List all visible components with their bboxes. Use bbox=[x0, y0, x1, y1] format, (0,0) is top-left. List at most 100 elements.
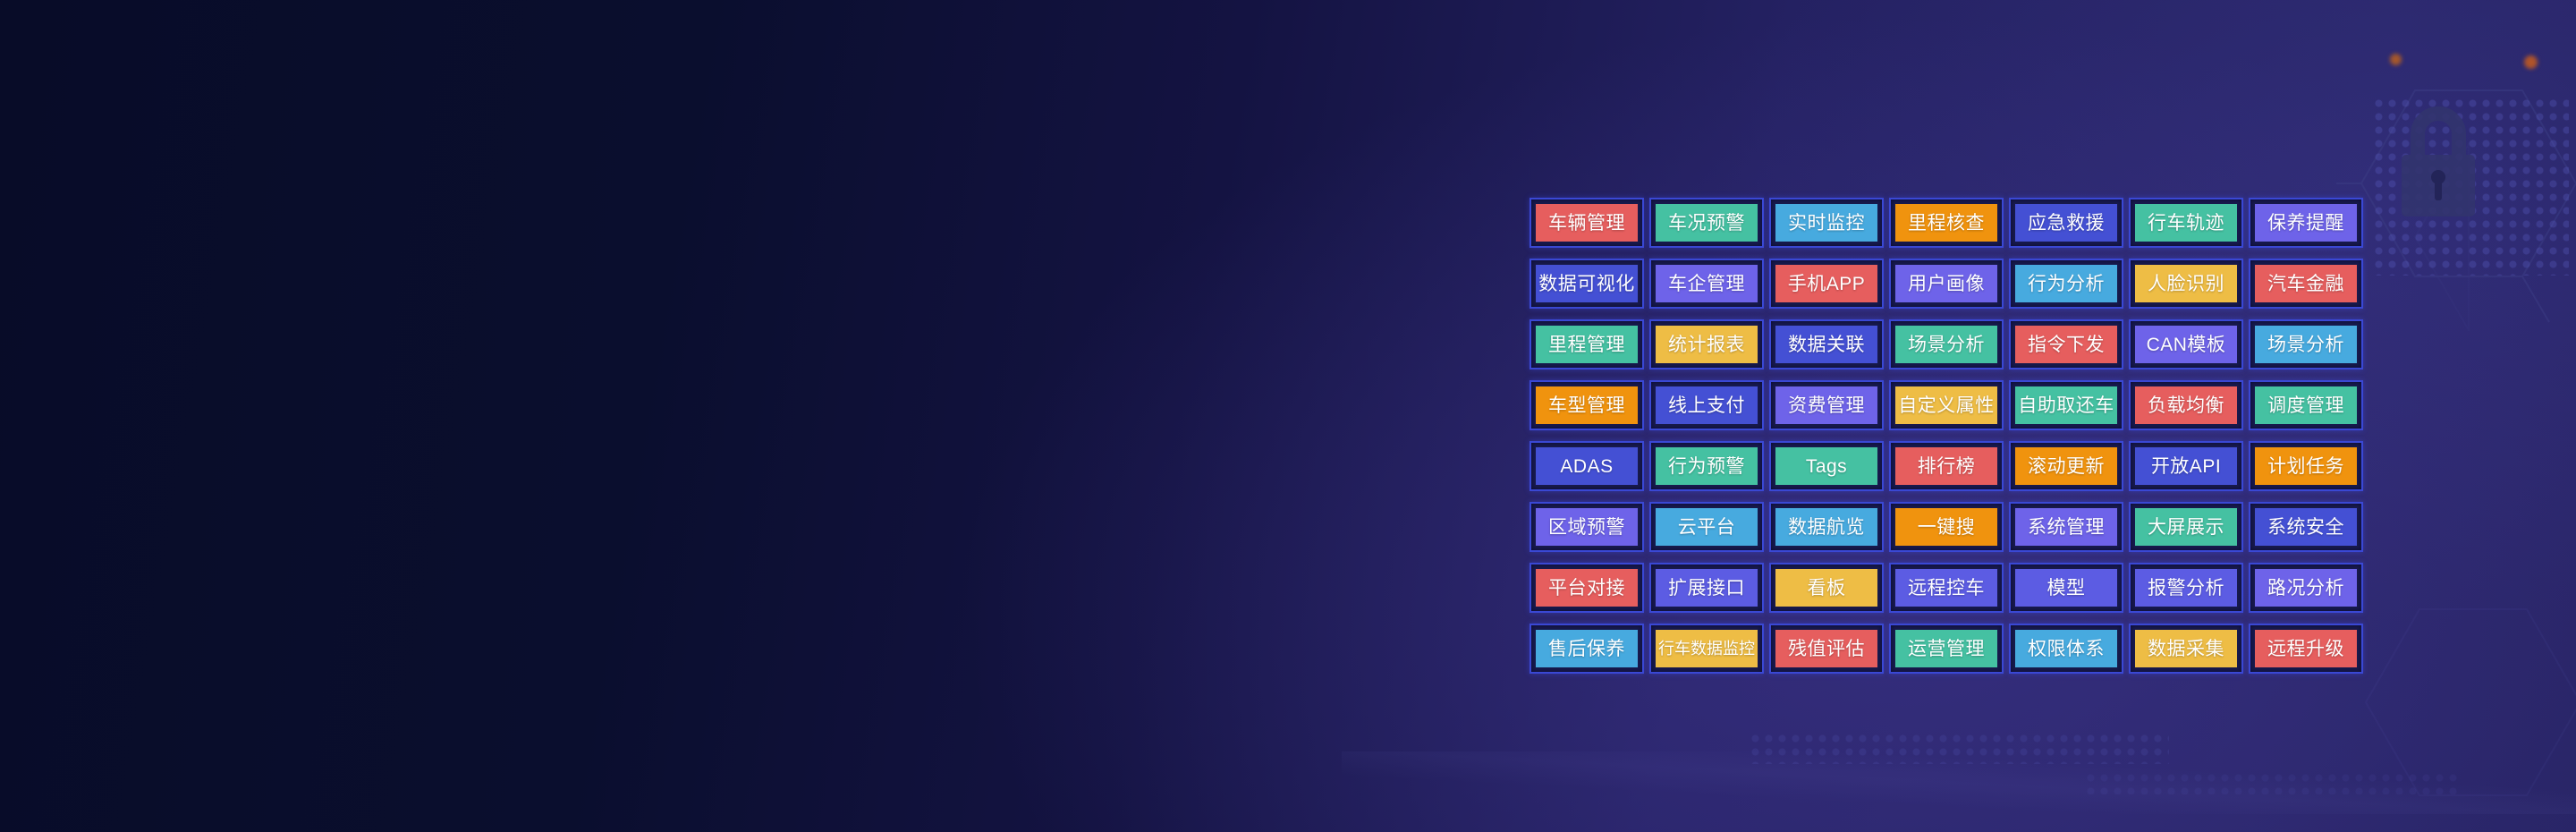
feature-tag-label: 数据可视化 bbox=[1538, 273, 1635, 294]
feature-tag-label: 云平台 bbox=[1677, 516, 1736, 538]
feature-tag-label: 自定义属性 bbox=[1898, 395, 1995, 416]
feature-tag[interactable]: 平台对接 bbox=[1530, 563, 1644, 613]
feature-tag[interactable]: 应急救援 bbox=[2009, 198, 2123, 248]
feature-tag-label: 远程控车 bbox=[1908, 577, 1985, 599]
feature-tag[interactable]: Tags bbox=[1769, 441, 1884, 491]
feature-tag[interactable]: 售后保养 bbox=[1530, 624, 1644, 674]
feature-tag[interactable]: 数据采集 bbox=[2129, 624, 2243, 674]
feature-tag[interactable]: 场景分析 bbox=[2249, 319, 2363, 369]
feature-tag-fill: 负载均衡 bbox=[2135, 386, 2237, 424]
feature-tag-fill: 远程升级 bbox=[2255, 630, 2357, 667]
feature-tag[interactable]: 排行榜 bbox=[1889, 441, 2004, 491]
feature-tag-fill: 模型 bbox=[2015, 569, 2117, 607]
feature-tag[interactable]: 大屏展示 bbox=[2129, 502, 2243, 552]
feature-tag-fill: 开放API bbox=[2135, 447, 2237, 485]
feature-tag[interactable]: 权限体系 bbox=[2009, 624, 2123, 674]
feature-tag[interactable]: 车企管理 bbox=[1649, 259, 1764, 309]
feature-tag[interactable]: 人脸识别 bbox=[2129, 259, 2243, 309]
feature-tag-label: 人脸识别 bbox=[2148, 273, 2224, 294]
feature-tag-fill: ADAS bbox=[1536, 447, 1638, 485]
glow-dot-decoration bbox=[2524, 55, 2538, 69]
feature-tag-fill: 行为预警 bbox=[1656, 447, 1758, 485]
feature-tag-label: 车辆管理 bbox=[1548, 212, 1625, 233]
feature-tag[interactable]: 系统安全 bbox=[2249, 502, 2363, 552]
feature-tag[interactable]: 报警分析 bbox=[2129, 563, 2243, 613]
feature-tag[interactable]: 系统管理 bbox=[2009, 502, 2123, 552]
feature-tag[interactable]: 指令下发 bbox=[2009, 319, 2123, 369]
feature-tag[interactable]: 区域预警 bbox=[1530, 502, 1644, 552]
feature-tag-label: 路况分析 bbox=[2267, 577, 2344, 599]
feature-tag[interactable]: 里程管理 bbox=[1530, 319, 1644, 369]
feature-tag-fill: 应急救援 bbox=[2015, 204, 2117, 242]
feature-tag[interactable]: 数据航览 bbox=[1769, 502, 1884, 552]
feature-tag[interactable]: 行车数据监控 bbox=[1649, 624, 1764, 674]
feature-tag[interactable]: 保养提醒 bbox=[2249, 198, 2363, 248]
feature-tag-label: 大屏展示 bbox=[2148, 516, 2224, 538]
feature-tag-fill: 调度管理 bbox=[2255, 386, 2357, 424]
feature-tag-label: Tags bbox=[1805, 455, 1848, 477]
feature-tag[interactable]: 线上支付 bbox=[1649, 380, 1764, 430]
feature-tag-label: 场景分析 bbox=[2267, 334, 2344, 355]
feature-tag[interactable]: 模型 bbox=[2009, 563, 2123, 613]
feature-tag[interactable]: 云平台 bbox=[1649, 502, 1764, 552]
feature-tag-fill: 系统管理 bbox=[2015, 508, 2117, 546]
feature-tag-label: 行车轨迹 bbox=[2148, 212, 2224, 233]
feature-tag-label: 里程管理 bbox=[1548, 334, 1625, 355]
feature-tag[interactable]: 一键搜 bbox=[1889, 502, 2004, 552]
feature-tag-fill: 里程管理 bbox=[1536, 326, 1638, 363]
feature-tag[interactable]: 行为预警 bbox=[1649, 441, 1764, 491]
feature-tag-label: 区域预警 bbox=[1548, 516, 1625, 538]
feature-tag-fill: 里程核查 bbox=[1895, 204, 1997, 242]
feature-tag[interactable]: 车况预警 bbox=[1649, 198, 1764, 248]
feature-tag-fill: Tags bbox=[1775, 447, 1877, 485]
feature-tag[interactable]: CAN模板 bbox=[2129, 319, 2243, 369]
feature-tag[interactable]: 数据可视化 bbox=[1530, 259, 1644, 309]
feature-tag-fill: 车型管理 bbox=[1536, 386, 1638, 424]
feature-tag[interactable]: 场景分析 bbox=[1889, 319, 2004, 369]
feature-tag[interactable]: 调度管理 bbox=[2249, 380, 2363, 430]
feature-tag[interactable]: 自定义属性 bbox=[1889, 380, 2004, 430]
feature-tag[interactable]: 统计报表 bbox=[1649, 319, 1764, 369]
feature-tag[interactable]: 运营管理 bbox=[1889, 624, 2004, 674]
feature-tag[interactable]: 计划任务 bbox=[2249, 441, 2363, 491]
feature-tag[interactable]: 车型管理 bbox=[1530, 380, 1644, 430]
feature-tag[interactable]: 路况分析 bbox=[2249, 563, 2363, 613]
feature-tag-label: 行车数据监控 bbox=[1658, 640, 1755, 658]
glow-dot-decoration bbox=[2390, 54, 2402, 65]
feature-tag-label: 系统安全 bbox=[2267, 516, 2344, 538]
feature-tag-fill: 保养提醒 bbox=[2255, 204, 2357, 242]
feature-tag-fill: 资费管理 bbox=[1775, 386, 1877, 424]
feature-tag[interactable]: 里程核查 bbox=[1889, 198, 2004, 248]
feature-tag-fill: 手机APP bbox=[1775, 265, 1877, 302]
feature-tag[interactable]: 行车轨迹 bbox=[2129, 198, 2243, 248]
feature-tag[interactable]: 负载均衡 bbox=[2129, 380, 2243, 430]
feature-tag-fill: 自助取还车 bbox=[2015, 386, 2117, 424]
feature-tag[interactable]: 数据关联 bbox=[1769, 319, 1884, 369]
feature-tag[interactable]: 车辆管理 bbox=[1530, 198, 1644, 248]
feature-tag-label: 负载均衡 bbox=[2148, 395, 2224, 416]
feature-tag[interactable]: 远程升级 bbox=[2249, 624, 2363, 674]
feature-tag[interactable]: 自助取还车 bbox=[2009, 380, 2123, 430]
feature-tag[interactable]: 手机APP bbox=[1769, 259, 1884, 309]
feature-tag[interactable]: 远程控车 bbox=[1889, 563, 2004, 613]
feature-tag-label: 远程升级 bbox=[2267, 638, 2344, 659]
feature-tag[interactable]: 看板 bbox=[1769, 563, 1884, 613]
feature-tag-label: 车企管理 bbox=[1668, 273, 1745, 294]
feature-tag[interactable]: 汽车金融 bbox=[2249, 259, 2363, 309]
feature-tag[interactable]: 资费管理 bbox=[1769, 380, 1884, 430]
feature-tag-fill: 车况预警 bbox=[1656, 204, 1758, 242]
feature-tag-label: 资费管理 bbox=[1788, 395, 1865, 416]
feature-tag[interactable]: 残值评估 bbox=[1769, 624, 1884, 674]
feature-tag[interactable]: 滚动更新 bbox=[2009, 441, 2123, 491]
feature-tag-fill: 自定义属性 bbox=[1895, 386, 1997, 424]
dot-grid-decoration bbox=[2084, 771, 2460, 794]
dot-grid-decoration bbox=[2372, 97, 2569, 276]
feature-tag[interactable]: 扩展接口 bbox=[1649, 563, 1764, 613]
feature-tag[interactable]: ADAS bbox=[1530, 441, 1644, 491]
feature-tag-label: 里程核查 bbox=[1908, 212, 1985, 233]
feature-tag[interactable]: 行为分析 bbox=[2009, 259, 2123, 309]
feature-tag[interactable]: 用户画像 bbox=[1889, 259, 2004, 309]
feature-tag-label: 扩展接口 bbox=[1668, 577, 1745, 599]
feature-tag[interactable]: 开放API bbox=[2129, 441, 2243, 491]
feature-tag[interactable]: 实时监控 bbox=[1769, 198, 1884, 248]
